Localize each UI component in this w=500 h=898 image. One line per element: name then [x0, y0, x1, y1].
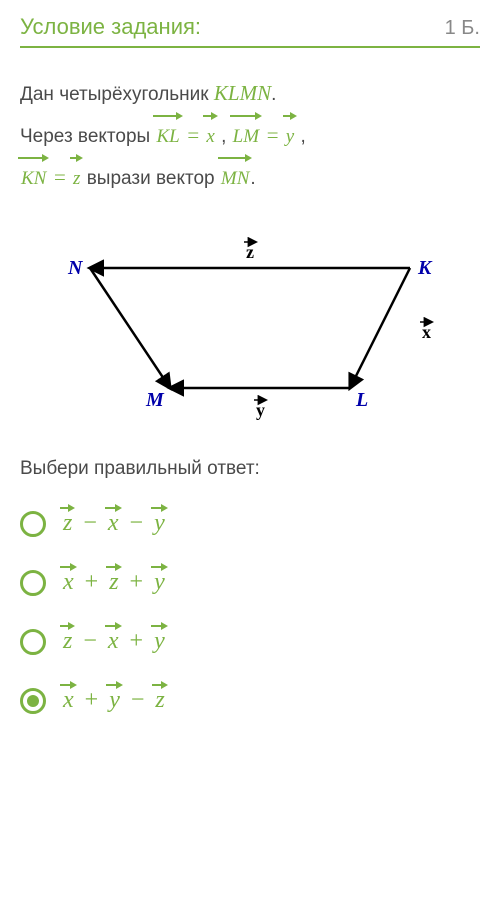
task-header: Условие задания: 1 Б.	[20, 14, 480, 48]
task-title: Условие задания:	[20, 14, 201, 40]
svg-text:x: x	[422, 322, 431, 342]
vector-z: z	[62, 628, 73, 655]
vector-LM: LM	[232, 118, 260, 156]
vector-x: x	[107, 510, 120, 537]
svg-text:K: K	[417, 257, 433, 279]
option-expression: x + y−z	[62, 687, 166, 714]
radio-button[interactable]	[20, 511, 46, 537]
task-points: 1 Б.	[445, 17, 480, 40]
vector-x: x	[62, 569, 75, 596]
vector-y: y	[153, 628, 166, 655]
option-expression: z−x−y	[62, 510, 166, 537]
radio-button[interactable]	[20, 688, 46, 714]
vector-KL: KL	[155, 118, 180, 156]
radio-button[interactable]	[20, 570, 46, 596]
vector-x: x	[205, 118, 215, 156]
answer-prompt: Выбери правильный ответ:	[20, 458, 480, 480]
operator: −	[131, 687, 145, 714]
vector-z: z	[154, 687, 165, 714]
answer-option[interactable]: z−x−y	[20, 510, 480, 537]
quadrilateral-diagram: N K M Lz x y	[50, 218, 450, 428]
quad-name: KLMN	[214, 81, 271, 105]
operator: −	[83, 510, 97, 537]
vector-y: y	[153, 510, 166, 537]
vector-y: y	[285, 118, 295, 156]
vector-KN: KN	[20, 160, 47, 198]
text: Дан четырёхугольник	[20, 84, 214, 105]
text: .	[271, 84, 276, 105]
operator: −	[130, 510, 144, 537]
answer-option[interactable]: z−x + y	[20, 628, 480, 655]
answer-option[interactable]: x + y−z	[20, 687, 480, 714]
sep: ,	[216, 126, 232, 147]
vector-x: x	[62, 687, 75, 714]
vector-z: z	[62, 510, 73, 537]
operator: −	[83, 628, 97, 655]
vector-y: y	[153, 569, 166, 596]
options-list: z−x−yx+z+yz−x+yx+y−z	[20, 510, 480, 714]
sep: ,	[295, 126, 306, 147]
vector-z: z	[108, 569, 119, 596]
eq: =	[181, 123, 206, 147]
operator: +	[130, 569, 144, 596]
svg-text:M: M	[145, 389, 165, 411]
operator: +	[85, 687, 99, 714]
text: .	[250, 168, 255, 189]
operator: +	[130, 628, 144, 655]
option-expression: x + z + y	[62, 569, 166, 596]
svg-text:z: z	[246, 242, 254, 262]
vector-MN: MN	[220, 160, 251, 198]
problem-statement: Дан четырёхугольник KLMN. Через векторы …	[20, 72, 480, 198]
svg-text:L: L	[355, 389, 368, 411]
svg-text:y: y	[256, 400, 265, 420]
answer-option[interactable]: x + z + y	[20, 569, 480, 596]
vector-z: z	[72, 160, 81, 198]
text: Через векторы	[20, 126, 155, 147]
eq: =	[260, 123, 285, 147]
text: вырази вектор	[81, 168, 219, 189]
option-expression: z−x + y	[62, 628, 166, 655]
operator: +	[85, 569, 99, 596]
eq: =	[47, 165, 72, 189]
vector-y: y	[108, 687, 121, 714]
svg-text:N: N	[67, 257, 84, 279]
radio-button[interactable]	[20, 629, 46, 655]
vector-x: x	[107, 628, 120, 655]
